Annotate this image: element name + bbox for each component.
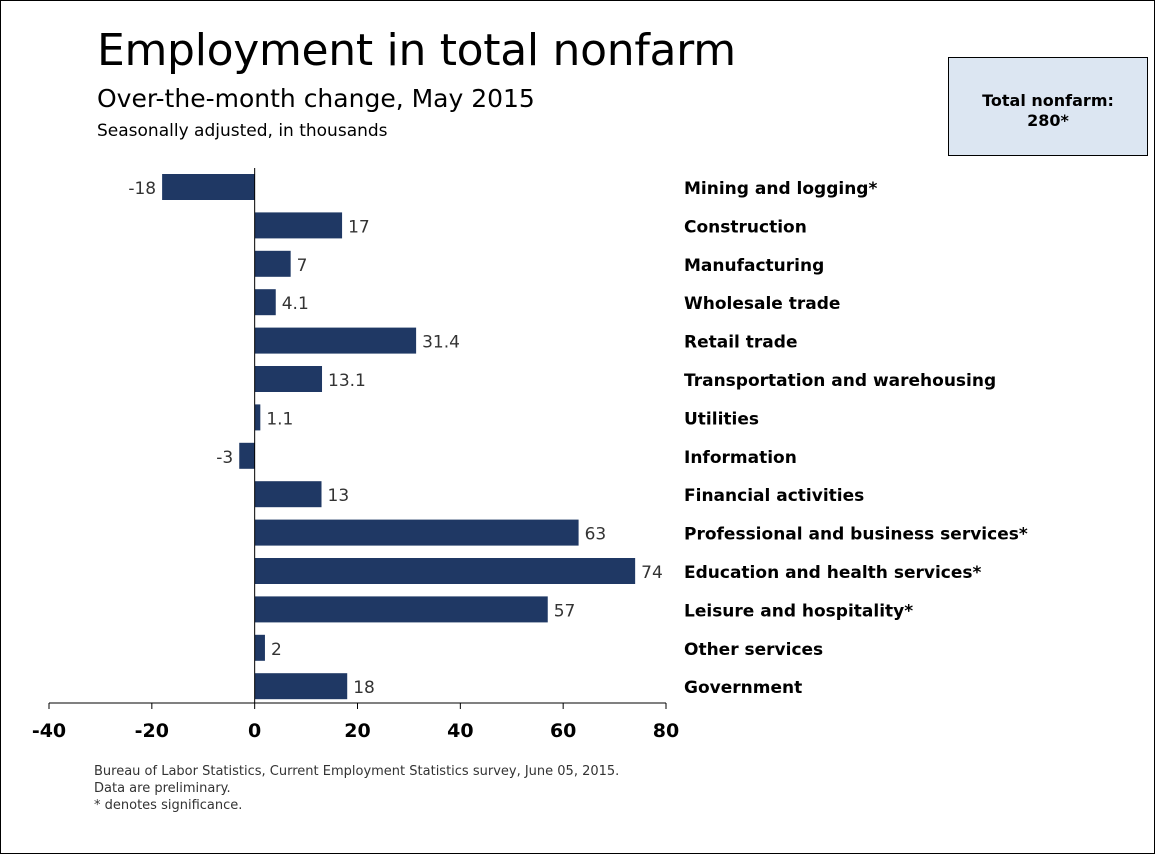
category-label: Utilities bbox=[684, 409, 759, 429]
value-label: -3 bbox=[216, 448, 233, 468]
category-label: Retail trade bbox=[684, 333, 797, 353]
bar bbox=[254, 289, 276, 316]
x-tick-label: 80 bbox=[653, 720, 679, 742]
value-label: 63 bbox=[585, 525, 607, 545]
category-label: Mining and logging* bbox=[684, 179, 877, 199]
x-tick-label: 0 bbox=[248, 720, 261, 742]
chart-subtitle: Over-the-month change, May 2015 bbox=[97, 84, 535, 113]
category-label: Professional and business services* bbox=[684, 525, 1028, 545]
total-nonfarm-label: Total nonfarm: bbox=[982, 91, 1114, 110]
value-label: 57 bbox=[554, 601, 576, 621]
bar bbox=[254, 404, 261, 431]
category-label: Construction bbox=[684, 217, 807, 237]
value-label: 17 bbox=[348, 217, 370, 237]
total-nonfarm-value: 280* bbox=[1027, 111, 1069, 130]
category-label: Education and health services* bbox=[684, 563, 981, 583]
footnote-preliminary: Data are preliminary. bbox=[94, 781, 231, 796]
footnote-source: Bureau of Labor Statistics, Current Empl… bbox=[94, 764, 620, 779]
category-label: Information bbox=[684, 448, 797, 468]
bar bbox=[239, 442, 255, 469]
value-label: -18 bbox=[128, 179, 156, 199]
footnotes: Bureau of Labor Statistics, Current Empl… bbox=[94, 763, 619, 814]
bar bbox=[254, 212, 343, 239]
category-label: Government bbox=[684, 678, 802, 698]
bar bbox=[254, 673, 348, 700]
bar bbox=[254, 519, 579, 546]
x-tick-label: -40 bbox=[32, 720, 66, 742]
bar bbox=[254, 481, 322, 508]
value-label: 13 bbox=[328, 486, 350, 506]
x-tick-label: 60 bbox=[550, 720, 576, 742]
bar bbox=[254, 366, 323, 392]
chart-title: Employment in total nonfarm bbox=[97, 25, 736, 76]
bar bbox=[162, 174, 255, 200]
category-label: Leisure and hospitality* bbox=[684, 601, 913, 621]
bar bbox=[254, 327, 417, 354]
bar bbox=[254, 596, 548, 623]
footnote-significance: * denotes significance. bbox=[94, 798, 243, 813]
value-label: 4.1 bbox=[282, 294, 309, 314]
category-label: Transportation and warehousing bbox=[684, 371, 996, 391]
bar-chart: -18 Mining and logging* 17 Construction 7 Man… bbox=[32, 168, 1028, 742]
x-tick-label: 20 bbox=[344, 720, 370, 742]
value-label: 1.1 bbox=[266, 409, 293, 429]
chart-units-note: Seasonally adjusted, in thousands bbox=[97, 121, 388, 141]
category-label: Wholesale trade bbox=[684, 294, 840, 314]
category-label: Manufacturing bbox=[684, 256, 824, 276]
value-label: 74 bbox=[641, 563, 663, 583]
category-label: Financial activities bbox=[684, 486, 864, 506]
value-label: 2 bbox=[271, 640, 282, 660]
value-label: 18 bbox=[353, 678, 375, 698]
bar bbox=[254, 634, 265, 661]
x-tick-label: -20 bbox=[135, 720, 169, 742]
category-label: Other services bbox=[684, 640, 823, 660]
value-label: 31.4 bbox=[422, 333, 460, 353]
x-tick-label: 40 bbox=[447, 720, 473, 742]
value-label: 7 bbox=[297, 256, 308, 276]
bar bbox=[254, 558, 636, 584]
bar bbox=[254, 250, 291, 277]
value-label: 13.1 bbox=[328, 371, 366, 391]
total-nonfarm-box: Total nonfarm: 280* bbox=[948, 57, 1148, 156]
